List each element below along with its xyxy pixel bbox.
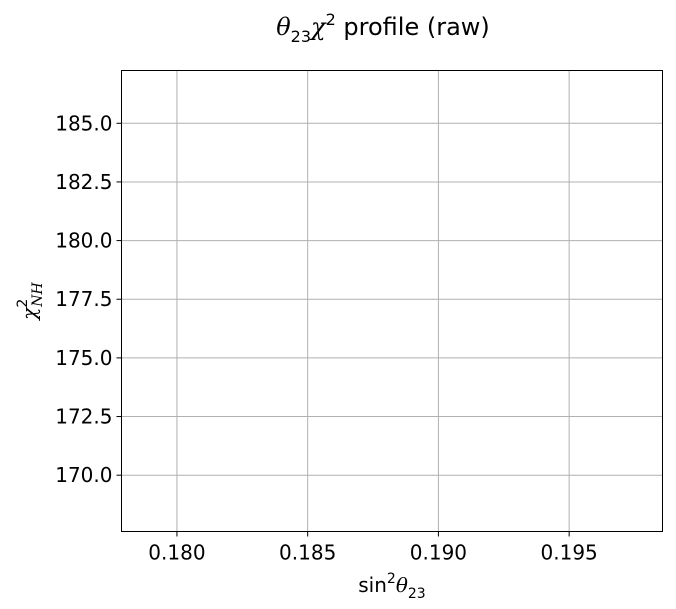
x-tick-label: 0.185: [279, 541, 336, 565]
chart-title: θ23χ2 profile (raw): [276, 10, 490, 46]
y-tick-label: 172.5: [55, 405, 112, 429]
x-axis-label: sin2θ23: [358, 571, 425, 602]
y-tick-label: 180.0: [55, 229, 112, 253]
plot-area-frame: [121, 70, 663, 532]
x-tick-label: 0.190: [410, 541, 467, 565]
axis-ticks: 0.180 0.185 0.190 0.195 170.0 172.5 175.0 177.5…: [55, 111, 598, 564]
y-tick-label: 170.0: [55, 463, 112, 487]
y-tick-label: 185.0: [55, 111, 112, 135]
y-axis-label: χ2NH: [15, 281, 46, 321]
y-tick-label: 177.5: [55, 287, 112, 311]
grid: [121, 70, 663, 532]
x-tick-label: 0.195: [541, 541, 598, 565]
y-tick-label: 182.5: [55, 170, 112, 194]
x-tick-label: 0.180: [148, 541, 205, 565]
y-tick-label: 175.0: [55, 346, 112, 370]
